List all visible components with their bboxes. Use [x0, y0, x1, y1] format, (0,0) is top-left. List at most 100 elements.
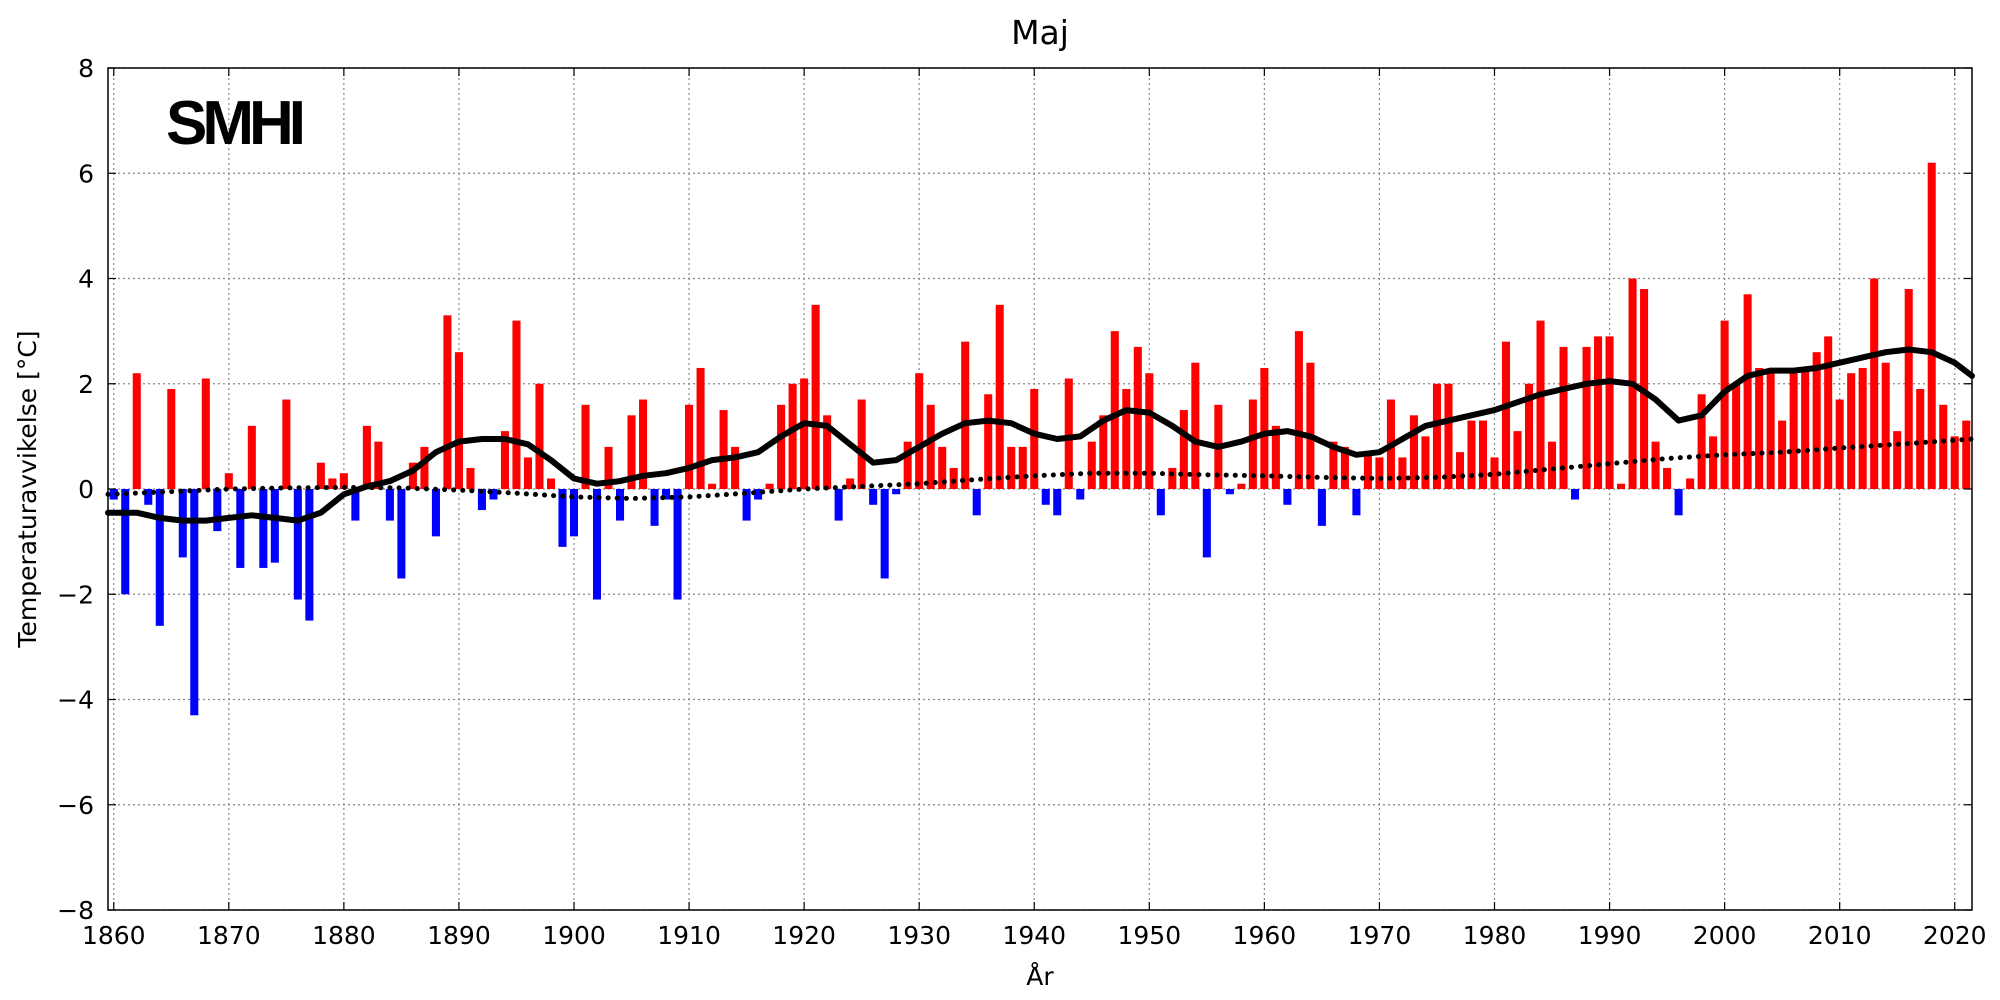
bar-1953: [1179, 410, 1188, 489]
bar-1965: [1317, 489, 1326, 526]
bar-1969: [1363, 452, 1372, 489]
bar-1886: [408, 462, 417, 489]
bar-1926: [869, 489, 878, 505]
bar-1891: [466, 467, 475, 489]
bar-2012: [1858, 367, 1867, 489]
bar-1863: [144, 489, 153, 505]
bar-1994: [1651, 441, 1660, 489]
bar-1867: [190, 489, 199, 716]
bar-1980: [1490, 457, 1499, 489]
bar-1929: [903, 441, 912, 489]
bar-1860: [109, 489, 118, 500]
bar-2017: [1916, 389, 1925, 489]
bar-1942: [1053, 489, 1062, 516]
bar-2002: [1743, 294, 1752, 489]
y-tick-label: 8: [78, 54, 94, 83]
bar-1937: [995, 304, 1004, 489]
bar-1892: [477, 489, 486, 511]
bar-1913: [719, 410, 728, 489]
x-tick-label: 1950: [1117, 921, 1181, 950]
bar-2006: [1789, 367, 1798, 489]
bar-2015: [1893, 431, 1902, 489]
bar-1925: [857, 399, 866, 489]
logo: SMHI: [166, 89, 303, 158]
bar-2005: [1778, 420, 1787, 489]
y-axis-label: Temperaturavvikelse [°C]: [13, 330, 42, 648]
bar-1939: [1018, 446, 1027, 489]
ticks: −8 −6 −4 −2 0 2 4 6 8 1860 1870 1880 1890 1900 1910 192…: [57, 54, 1986, 950]
bar-1934: [961, 341, 970, 489]
bar-1924: [846, 478, 855, 489]
bar-1944: [1076, 489, 1085, 500]
bar-1997: [1686, 478, 1695, 489]
bar-1996: [1674, 489, 1683, 516]
bar-1955: [1202, 489, 1211, 558]
bar-1943: [1064, 378, 1073, 489]
bar-1912: [708, 483, 717, 489]
bar-1982: [1513, 431, 1522, 489]
bar-1960: [1260, 367, 1269, 489]
bar-1991: [1617, 483, 1626, 489]
bar-1948: [1122, 389, 1131, 489]
bar-1967: [1340, 446, 1349, 489]
bar-1902: [592, 489, 602, 600]
smoothed-line: [105, 346, 1975, 524]
bar-1989: [1594, 336, 1603, 489]
bar-1904: [616, 489, 625, 521]
y-tick-label: −8: [57, 896, 94, 925]
trend-line: [105, 436, 1975, 501]
bar-2019: [1939, 404, 1948, 489]
bar-1990: [1605, 336, 1614, 489]
bar-1897: [535, 383, 544, 489]
bar-1899: [558, 489, 567, 547]
bar-1901: [581, 404, 590, 489]
bar-1908: [662, 489, 671, 500]
bar-1921: [811, 304, 820, 489]
bar-1889: [443, 315, 452, 489]
x-tick-label: 1890: [427, 921, 491, 950]
bar-1973: [1409, 415, 1418, 489]
bar-1917: [765, 483, 774, 489]
bar-2016: [1904, 289, 1913, 489]
bar-2008: [1812, 352, 1821, 489]
chart-title: Maj: [1011, 13, 1069, 52]
y-tick-label: −2: [57, 580, 94, 609]
bar-1914: [731, 446, 740, 489]
bar-1968: [1352, 489, 1361, 516]
bar-1922: [823, 415, 832, 489]
bar-1954: [1191, 362, 1200, 489]
y-tick-label: −4: [57, 686, 94, 715]
bar-1903: [604, 446, 613, 489]
bar-1915: [742, 489, 751, 521]
bar-1887: [420, 446, 429, 489]
bar-1941: [1041, 489, 1050, 505]
bar-2018: [1927, 162, 1936, 490]
bar-1930: [915, 373, 924, 489]
bar-1979: [1478, 420, 1488, 489]
y-tick-label: 0: [78, 475, 94, 504]
bar-2009: [1824, 336, 1833, 489]
bar-1998: [1697, 394, 1706, 489]
bar-1871: [236, 489, 245, 568]
bar-1881: [351, 489, 360, 521]
x-tick-label: 2000: [1693, 921, 1757, 950]
y-tick-label: 4: [78, 265, 94, 294]
x-tick-label: 1900: [542, 921, 606, 950]
bar-1940: [1030, 389, 1039, 489]
bar-1964: [1306, 362, 1315, 489]
bar-1974: [1421, 436, 1430, 490]
bar-1975: [1432, 383, 1441, 489]
bar-1963: [1294, 331, 1303, 490]
bar-2021: [1962, 420, 1971, 489]
bar-1936: [984, 394, 993, 489]
bar-1864: [155, 489, 164, 626]
bar-1920: [800, 378, 809, 489]
y-tick-label: −6: [57, 791, 94, 820]
y-tick-label: 6: [78, 159, 94, 188]
bar-1910: [685, 404, 694, 489]
bar-1933: [949, 467, 958, 489]
x-tick-label: 1910: [657, 921, 721, 950]
bar-1884: [385, 489, 394, 521]
x-axis-label: År: [1026, 962, 1054, 991]
